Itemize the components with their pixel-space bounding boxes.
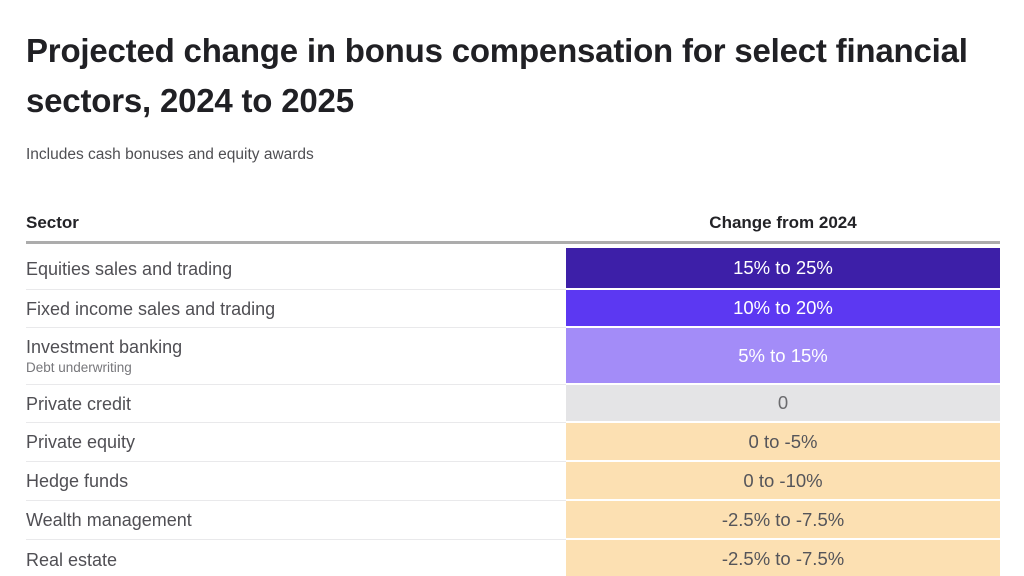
sector-cell: Investment banking Debt underwriting <box>26 328 566 385</box>
table-row: Fixed income sales and trading 10% to 20… <box>26 290 1000 328</box>
table-row: Equities sales and trading 15% to 25% <box>26 248 1000 290</box>
value-cell: 0 to -5% <box>566 423 1000 462</box>
value-cell: -2.5% to -7.5% <box>566 501 1000 540</box>
sector-cell: Fixed income sales and trading <box>26 290 566 328</box>
sector-label: Fixed income sales and trading <box>26 298 276 319</box>
chart-subtitle: Includes cash bonuses and equity awards <box>26 146 314 163</box>
sector-label: Wealth management <box>26 510 192 530</box>
table-header-row: Sector Change from 2024 <box>26 205 1000 233</box>
table-row: Private equity 0 to -5% <box>26 423 1000 462</box>
sector-label: Investment banking <box>26 337 183 357</box>
sector-cell: Equities sales and trading <box>26 248 566 290</box>
sector-cell: Real estate <box>26 540 566 576</box>
sector-label: Real estate <box>26 549 118 570</box>
value-cell: 15% to 25% <box>566 248 1000 290</box>
table-body: Equities sales and trading 15% to 25% Fi… <box>26 248 1000 576</box>
column-header-sector: Sector <box>26 213 79 232</box>
value-cell: -2.5% to -7.5% <box>566 540 1000 576</box>
header-rule-divider <box>26 241 1000 244</box>
column-header-change: Change from 2024 <box>709 213 857 232</box>
sector-label: Hedge funds <box>26 471 129 491</box>
table-row: Investment banking Debt underwriting 5% … <box>26 328 1000 385</box>
sector-cell: Private equity <box>26 423 566 462</box>
chart-title: Projected change in bonus compensation f… <box>26 32 968 119</box>
sector-sublabel: Debt underwriting <box>26 360 132 375</box>
sector-label: Equities sales and trading <box>26 258 233 279</box>
table-row: Wealth management -2.5% to -7.5% <box>26 501 1000 540</box>
sector-cell: Hedge funds <box>26 462 566 501</box>
value-cell: 0 to -10% <box>566 462 1000 501</box>
value-cell: 10% to 20% <box>566 290 1000 328</box>
sector-cell: Private credit <box>26 385 566 423</box>
table-row: Real estate -2.5% to -7.5% <box>26 540 1000 576</box>
sector-label: Private equity <box>26 432 136 452</box>
table-row: Private credit 0 <box>26 385 1000 423</box>
sector-cell: Wealth management <box>26 501 566 540</box>
sector-label: Private credit <box>26 393 132 414</box>
value-cell: 5% to 15% <box>566 328 1000 385</box>
value-cell: 0 <box>566 385 1000 423</box>
table-row: Hedge funds 0 to -10% <box>26 462 1000 501</box>
chart-container: Projected change in bonus compensation f… <box>0 26 1024 576</box>
